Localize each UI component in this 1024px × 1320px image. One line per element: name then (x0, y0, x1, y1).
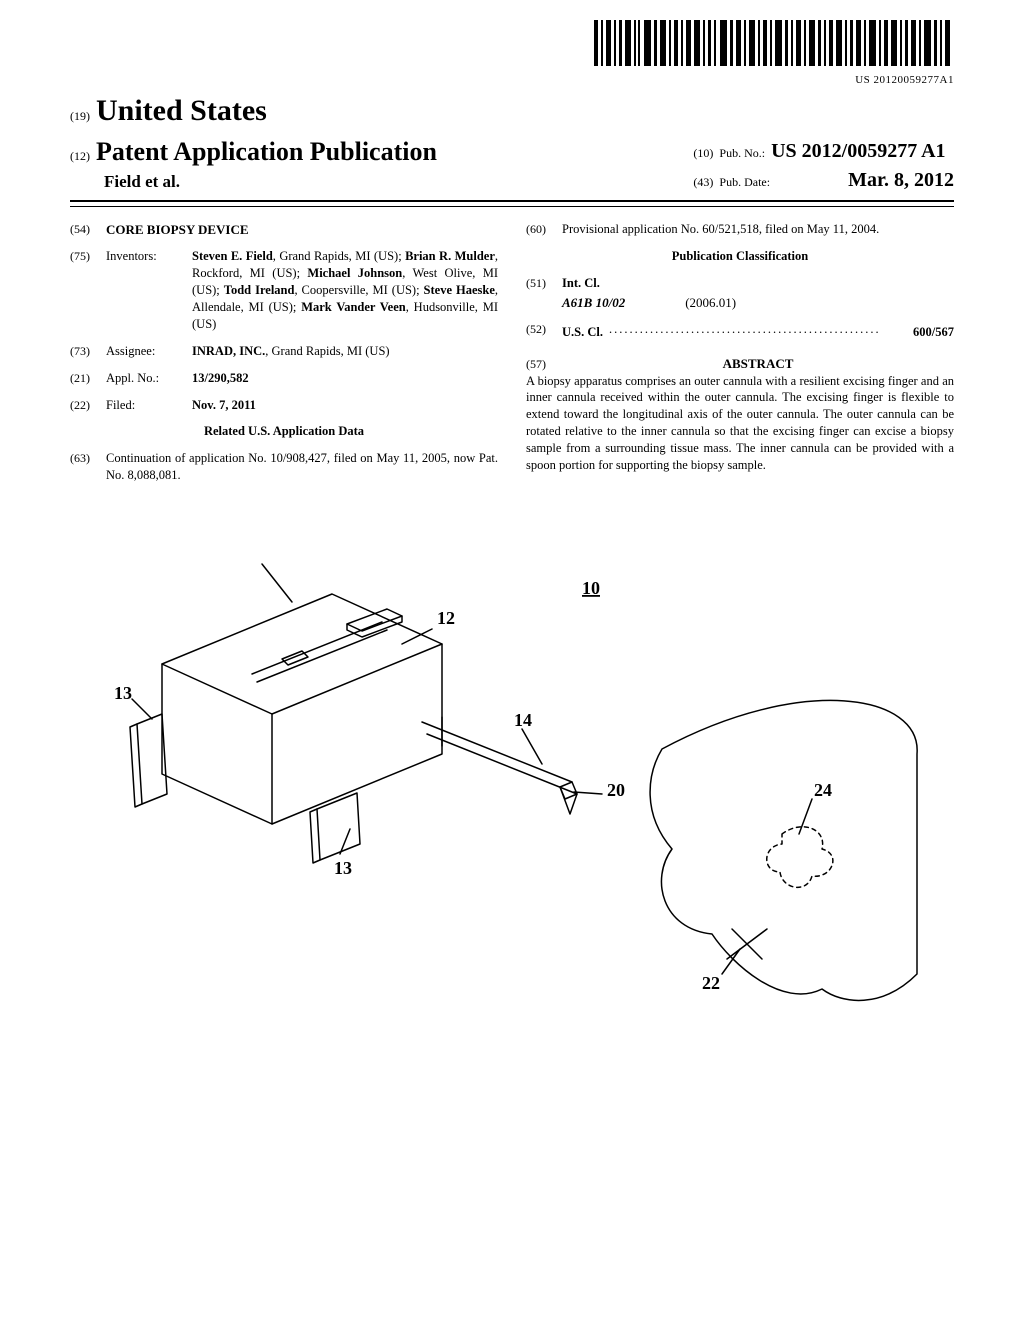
authors: Field et al. (104, 171, 180, 194)
fig-label-12: 12 (437, 608, 455, 628)
intcl-date: (2006.01) (685, 294, 736, 312)
publication-title: Patent Application Publication (96, 134, 437, 169)
barcode-block: US 20120059277A1 (70, 20, 954, 87)
continuation-text: Continuation of application No. 10/908,4… (106, 450, 498, 484)
continuation-code: (63) (70, 450, 106, 484)
barcode-text: US 20120059277A1 (70, 73, 954, 88)
intcl-code: (51) (526, 275, 562, 292)
publication-date: Mar. 8, 2012 (776, 167, 954, 194)
provisional-text: Provisional application No. 60/521,518, … (562, 221, 954, 238)
fig-label-20: 20 (607, 780, 625, 800)
left-column: (54) CORE BIOPSY DEVICE (75) Inventors: … (70, 221, 498, 494)
pubdate-label: Pub. Date: (719, 174, 770, 190)
related-heading: Related U.S. Application Data (70, 423, 498, 440)
uscl-label: U.S. Cl. (562, 324, 603, 341)
abstract-heading: ABSTRACT (723, 356, 794, 371)
country: United States (96, 91, 267, 132)
header-right: (10) Pub. No.: US 2012/0059277 A1 (43) P… (693, 138, 954, 194)
abstract-code: (57) (526, 356, 562, 372)
code-19: (19) (70, 108, 90, 124)
applno-label: Appl. No.: (106, 370, 192, 387)
filed-code: (22) (70, 397, 106, 414)
provisional-code: (60) (526, 221, 562, 238)
fig-label-24: 24 (814, 780, 832, 800)
header-rule (70, 206, 954, 207)
filed-label: Filed: (106, 397, 192, 414)
assignee-code: (73) (70, 343, 106, 360)
application-number: 13/290,582 (192, 371, 249, 385)
body-columns: (54) CORE BIOPSY DEVICE (75) Inventors: … (70, 221, 954, 494)
code-10: (10) (693, 145, 713, 161)
classification-heading: Publication Classification (526, 248, 954, 265)
filed-date: Nov. 7, 2011 (192, 398, 256, 412)
fig-label-13a: 13 (114, 683, 132, 703)
barcode-svg (594, 20, 954, 66)
fig-label-22: 22 (702, 973, 720, 993)
header-block: (19) United States (12) Patent Applicati… (70, 91, 954, 202)
header-left: (19) United States (12) Patent Applicati… (70, 91, 437, 194)
patent-figure: 10 12 13 13 14 20 24 22 (102, 534, 922, 1014)
uscl-dots: ........................................… (609, 321, 907, 338)
code-12: (12) (70, 148, 90, 164)
assignee-label: Assignee: (106, 343, 192, 360)
publication-number: US 2012/0059277 A1 (771, 138, 945, 165)
inventors-code: (75) (70, 248, 106, 332)
applno-code: (21) (70, 370, 106, 387)
fig-label-10: 10 (582, 578, 600, 598)
invention-title: CORE BIOPSY DEVICE (106, 221, 498, 239)
fig-label-14: 14 (514, 710, 532, 730)
fig-label-13b: 13 (334, 858, 352, 878)
abstract-text: A biopsy apparatus comprises an outer ca… (526, 373, 954, 474)
right-column: (60) Provisional application No. 60/521,… (526, 221, 954, 494)
inventors-list: Steven E. Field, Grand Rapids, MI (US); … (192, 248, 498, 332)
intcl-class: A61B 10/02 (562, 294, 625, 312)
pubno-label: Pub. No.: (719, 145, 765, 161)
uscl-code: (52) (526, 321, 562, 341)
title-code: (54) (70, 221, 106, 239)
inventors-label: Inventors: (106, 248, 192, 332)
code-43: (43) (693, 174, 713, 190)
intcl-label: Int. Cl. (562, 276, 600, 290)
figure-area: 10 12 13 13 14 20 24 22 (70, 534, 954, 1019)
uscl-value: 600/567 (913, 324, 954, 341)
assignee-value: INRAD, INC., Grand Rapids, MI (US) (192, 343, 498, 360)
